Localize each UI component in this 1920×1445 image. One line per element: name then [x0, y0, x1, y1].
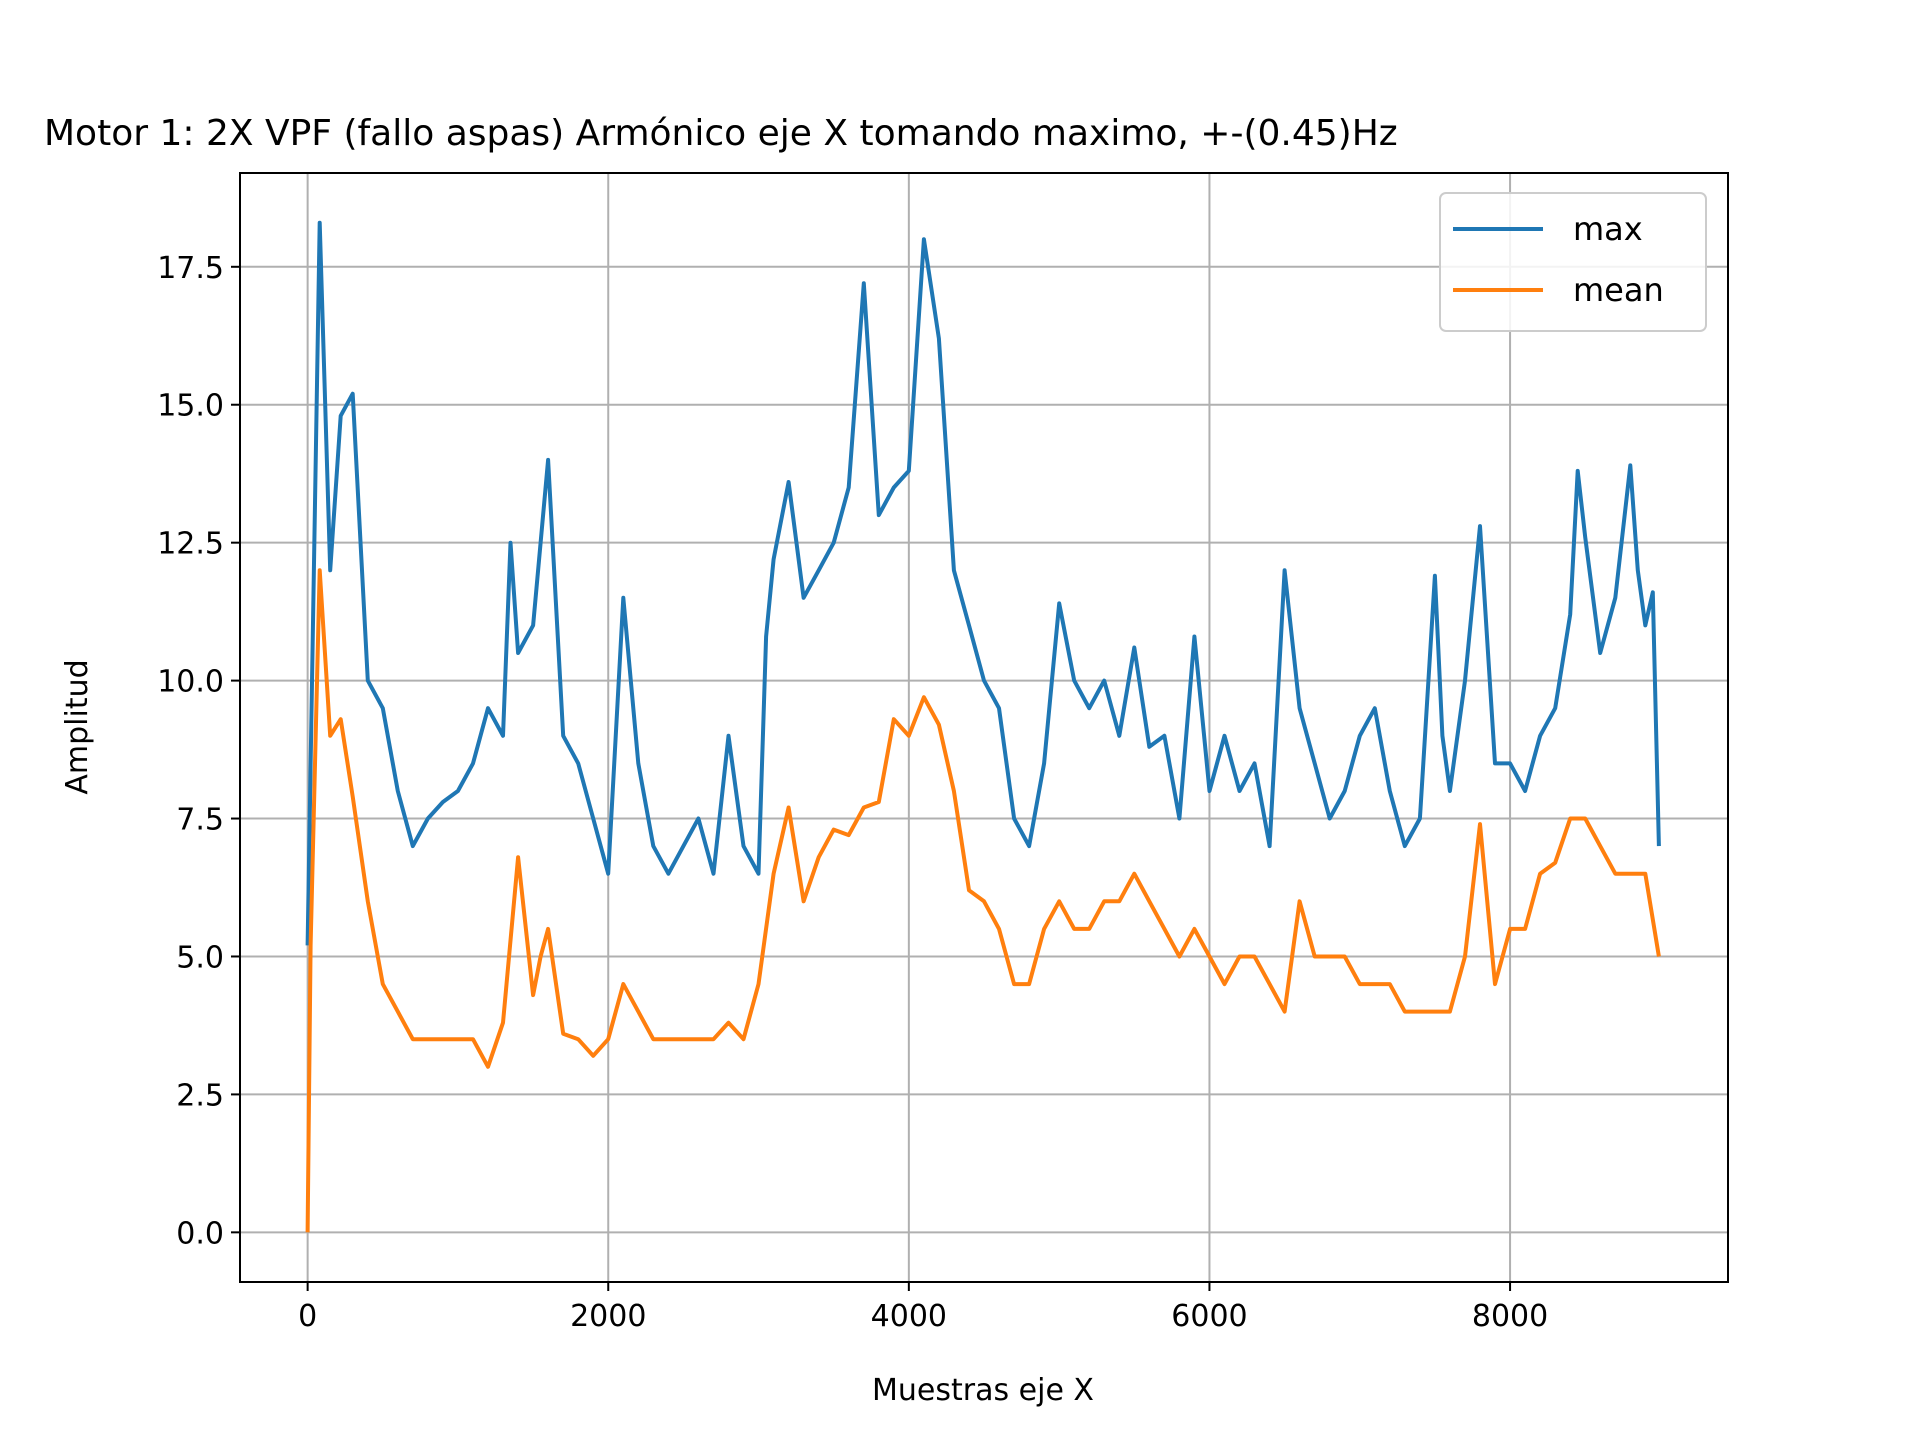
series-lines: [305, 220, 1661, 1233]
y-tick-label: 0.0: [176, 1216, 224, 1251]
series-line-max: [305, 220, 1661, 946]
y-tick-label: 2.5: [176, 1078, 224, 1113]
y-tick-label: 7.5: [176, 803, 224, 838]
y-tick-label: 10.0: [157, 665, 224, 700]
y-tick-label: 15.0: [157, 389, 224, 424]
x-tick-label: 0: [298, 1299, 317, 1334]
series-line-mean: [305, 568, 1661, 1233]
x-tick-label: 2000: [570, 1299, 646, 1334]
chart-title: Motor 1: 2X VPF (fallo aspas) Armónico e…: [44, 113, 1398, 154]
legend: max mean: [1439, 192, 1707, 332]
x-tick-label: 6000: [1171, 1299, 1247, 1334]
x-tick-label: 4000: [871, 1299, 947, 1334]
plot-frame: [239, 172, 1729, 1283]
axis-ticks: 0 2000 4000 6000 8000 0.0 2.5 5.0 7.5 10.0 12.5 15.…: [157, 251, 1548, 1334]
y-tick-label: 17.5: [157, 251, 224, 286]
y-tick-label: 5.0: [176, 940, 224, 975]
x-axis-label: Muestras eje X: [872, 1373, 1094, 1408]
legend-label-max: max: [1573, 210, 1643, 248]
legend-label-mean: mean: [1573, 271, 1664, 309]
y-axis-label: Amplitud: [60, 659, 95, 794]
x-tick-label: 8000: [1472, 1299, 1548, 1334]
y-tick-label: 12.5: [157, 527, 224, 562]
